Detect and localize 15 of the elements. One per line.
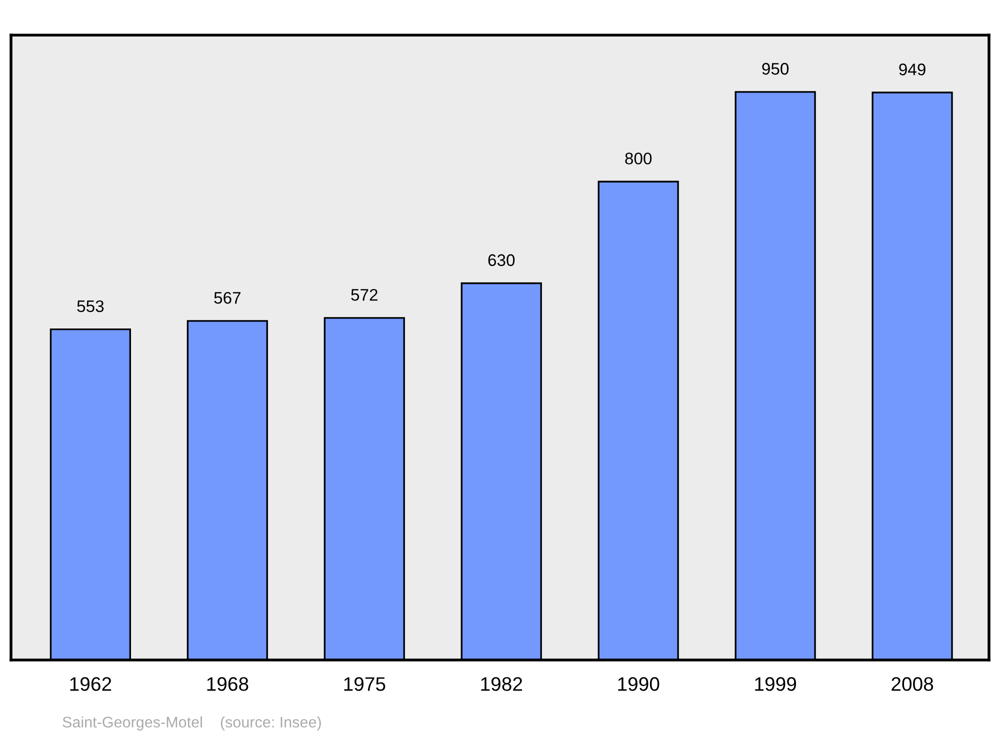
x-tick-label: 2008: [892, 677, 934, 691]
data-label: 567: [214, 292, 240, 304]
data-label: 950: [762, 62, 789, 75]
data-label: 572: [351, 288, 378, 301]
x-tick-label: 1962: [70, 677, 112, 691]
data-label: 800: [625, 152, 652, 164]
x-tick-label: 1999: [755, 677, 796, 691]
data-label: 553: [77, 300, 104, 312]
x-tick-label: 1968: [207, 677, 248, 691]
x-tick-label: 1990: [618, 677, 660, 691]
data-label: 949: [899, 64, 926, 76]
x-tick-label: 1975: [344, 677, 386, 691]
x-tick-label: 1982: [481, 677, 522, 691]
text: Saint-Georges-Motel (source: Insee): [62, 716, 321, 731]
data-label: 630: [488, 254, 515, 266]
